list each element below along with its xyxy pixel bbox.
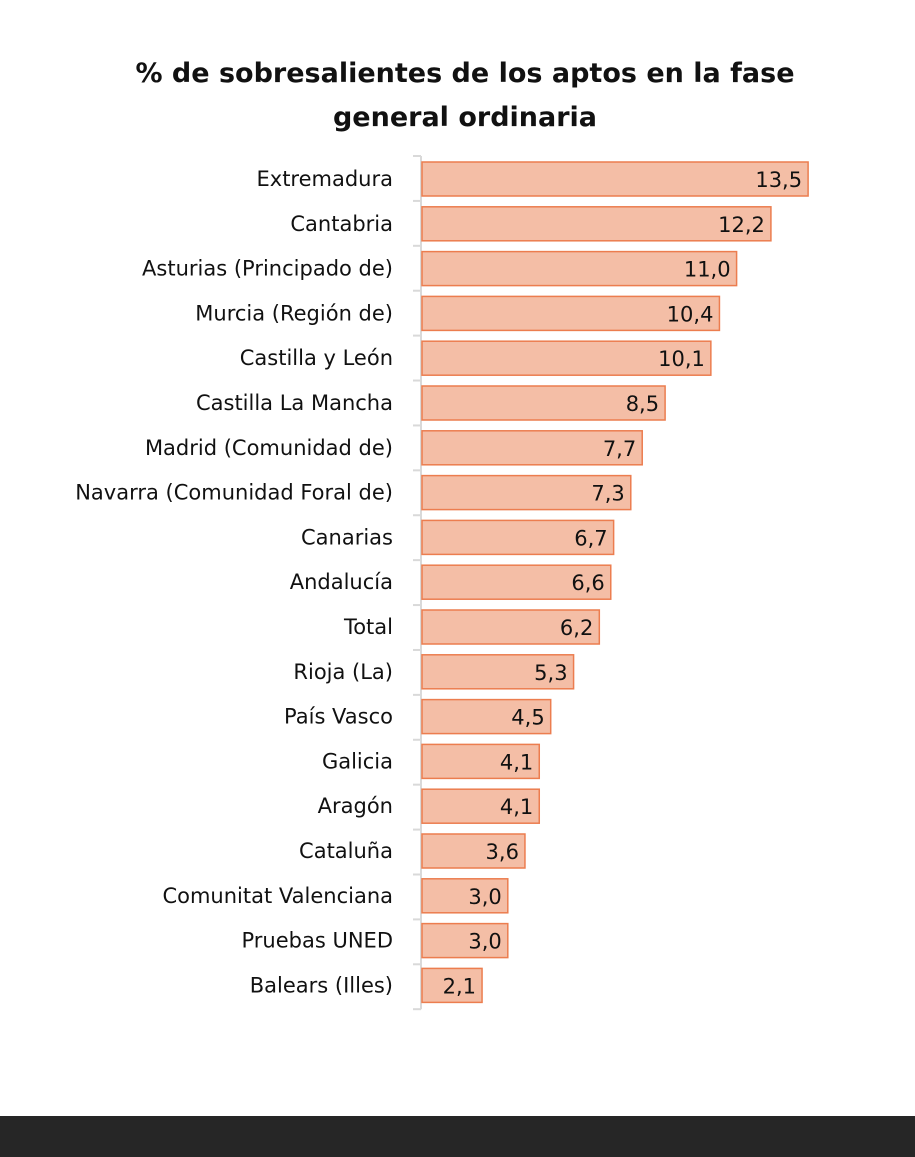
category-label: Cantabria: [290, 212, 393, 236]
value-label: 3,6: [486, 840, 519, 864]
category-label: País Vasco: [284, 705, 393, 729]
bar: [421, 654, 575, 690]
value-label: 12,2: [718, 213, 765, 237]
category-label: Murcia (Región de): [195, 301, 393, 325]
value-label: 13,5: [755, 168, 802, 192]
category-label: Asturias (Principado de): [142, 257, 393, 281]
category-label: Balears (Illes): [250, 973, 393, 997]
category-label: Castilla y León: [240, 346, 393, 370]
category-label: Cataluña: [299, 839, 393, 863]
bar: [421, 206, 772, 242]
value-labels: 13,5 12,2 11,0 10,4 10,1 8,5 7,7 7,3 6,7 6,6 6,2 5,…: [443, 168, 802, 998]
value-label: 3,0: [468, 885, 501, 909]
bars: [421, 161, 809, 1004]
bar: [421, 474, 632, 511]
value-label: 6,2: [560, 616, 593, 640]
value-label: 8,5: [626, 392, 659, 416]
value-label: 11,0: [684, 258, 731, 282]
bar: [421, 295, 721, 332]
bar: [421, 250, 738, 287]
bar: [421, 564, 612, 600]
value-label: 10,1: [658, 347, 705, 371]
bar: [421, 967, 483, 1004]
category-label: Rioja (La): [293, 660, 393, 684]
bottom-bar: [0, 1116, 915, 1157]
chart-title: % de sobresalientes de los aptos en la f…: [0, 52, 915, 140]
value-label: 7,7: [603, 437, 636, 461]
category-label: Castilla La Mancha: [196, 391, 393, 415]
chart-title-line-2: general ordinaria: [332, 102, 598, 133]
category-label: Extremadura: [257, 167, 394, 191]
value-label: 7,3: [591, 482, 624, 506]
category-labels: Extremadura Cantabria Asturias (Principado…: [75, 167, 393, 997]
bar: [421, 609, 601, 645]
category-label: Navarra (Comunidad Foral de): [75, 481, 393, 505]
value-label: 10,4: [667, 302, 714, 326]
y-axis: [413, 155, 422, 1011]
bar: [421, 161, 809, 197]
bar: [421, 698, 552, 735]
category-label: Aragón: [318, 794, 393, 818]
category-label: Andalucía: [290, 570, 393, 594]
value-label: 4,1: [500, 750, 533, 774]
bar: [421, 922, 509, 959]
value-label: 5,3: [534, 661, 567, 685]
value-label: 6,6: [571, 571, 604, 595]
bar: [421, 833, 526, 869]
bar: [421, 340, 712, 376]
bar: [421, 519, 615, 556]
chart-title-line-1: % de sobresalientes de los aptos en la f…: [135, 58, 795, 89]
category-label: Canarias: [301, 525, 393, 549]
value-label: 2,1: [443, 974, 476, 998]
category-label: Madrid (Comunidad de): [145, 436, 393, 460]
category-label: Comunitat Valenciana: [162, 884, 393, 908]
bar: [421, 788, 541, 824]
bar: [421, 430, 643, 466]
value-label: 4,1: [500, 795, 533, 819]
category-label: Total: [343, 615, 393, 639]
value-label: 4,5: [511, 706, 544, 730]
bar: [421, 385, 666, 421]
value-label: 6,7: [574, 526, 607, 550]
category-label: Galicia: [322, 749, 393, 773]
bar: [421, 878, 509, 914]
bar: [421, 743, 541, 780]
value-label: 3,0: [468, 930, 501, 954]
category-label: Pruebas UNED: [242, 929, 394, 953]
